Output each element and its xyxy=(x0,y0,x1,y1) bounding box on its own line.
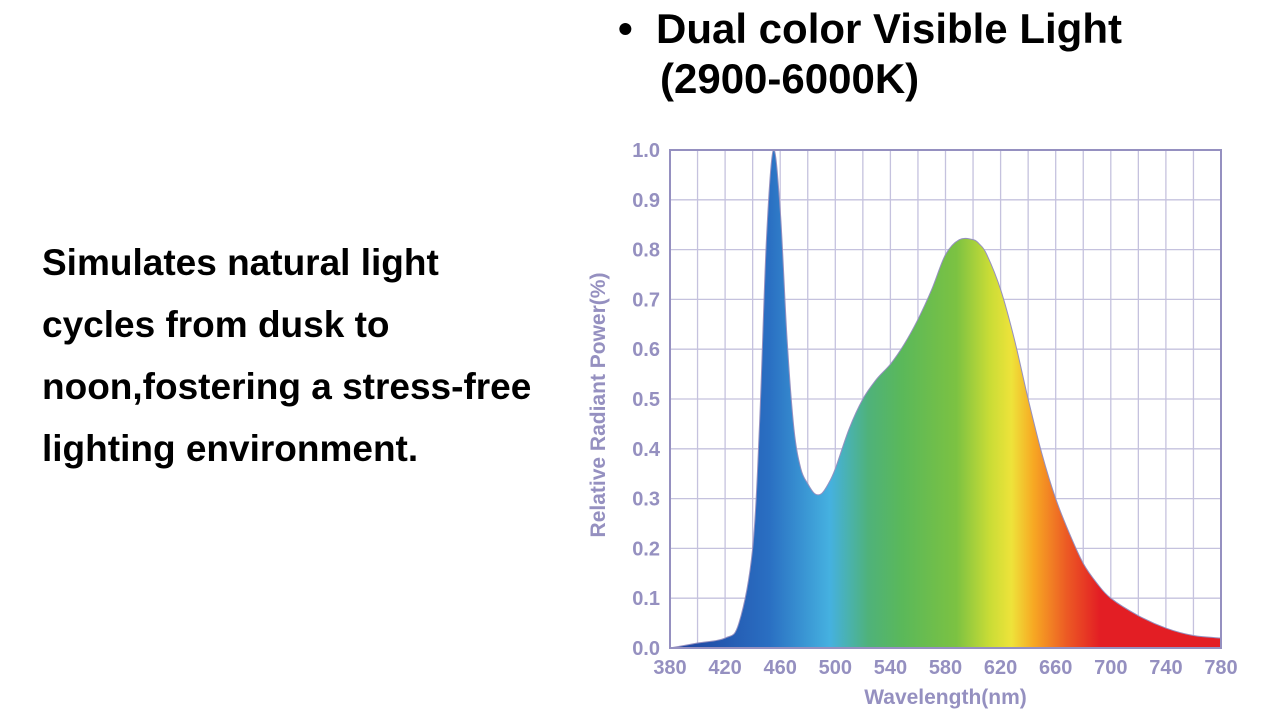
headline: • Dual color Visible Light (2900-6000K) xyxy=(618,4,1122,105)
x-tick-label: 620 xyxy=(984,657,1017,679)
x-tick-label: 380 xyxy=(653,657,686,679)
y-tick-label: 0.6 xyxy=(632,339,660,361)
spectrum-line xyxy=(669,149,1222,649)
headline-line-2: (2900-6000K) xyxy=(660,55,920,103)
x-tick-label: 780 xyxy=(1204,657,1237,679)
x-axis-title: Wavelength(nm) xyxy=(864,686,1027,709)
y-tick-label: 0.4 xyxy=(632,439,661,461)
bullet: • xyxy=(618,5,633,52)
x-tick-label: 580 xyxy=(929,657,962,679)
y-tick-labels: 0.0 0.1 0.2 0.3 0.4 0.5 0.6 0.7 0.8 0.9 1.0 xyxy=(632,140,661,660)
y-tick-label: 0.3 xyxy=(632,489,660,511)
description-text: Simulates natural light cycles from dusk… xyxy=(42,242,532,469)
x-tick-label: 540 xyxy=(874,657,907,679)
y-tick-label: 0.5 xyxy=(632,389,660,411)
plot-frame xyxy=(669,149,1222,649)
x-tick-labels: 380 420 460 500 540 580 620 660 700 740 780 xyxy=(653,657,1237,679)
spectrum-area xyxy=(670,149,1221,649)
y-tick-label: 0.8 xyxy=(632,240,660,262)
y-tick-label: 0.9 xyxy=(632,190,660,212)
y-axis-title: Relative Radiant Power(%) xyxy=(587,273,610,538)
headline-line-1: Dual color Visible Light xyxy=(656,5,1122,52)
y-tick-label: 0.1 xyxy=(632,588,660,610)
y-tick-label: 0.2 xyxy=(632,538,660,560)
x-tick-label: 660 xyxy=(1039,657,1072,679)
x-tick-label: 500 xyxy=(819,657,852,679)
x-tick-label: 700 xyxy=(1094,657,1127,679)
x-tick-label: 740 xyxy=(1149,657,1182,679)
y-tick-label: 1.0 xyxy=(632,140,660,162)
x-tick-label: 420 xyxy=(708,657,741,679)
y-tick-label: 0.7 xyxy=(632,289,660,311)
x-tick-label: 460 xyxy=(764,657,797,679)
y-tick-label: 0.0 xyxy=(632,638,660,660)
